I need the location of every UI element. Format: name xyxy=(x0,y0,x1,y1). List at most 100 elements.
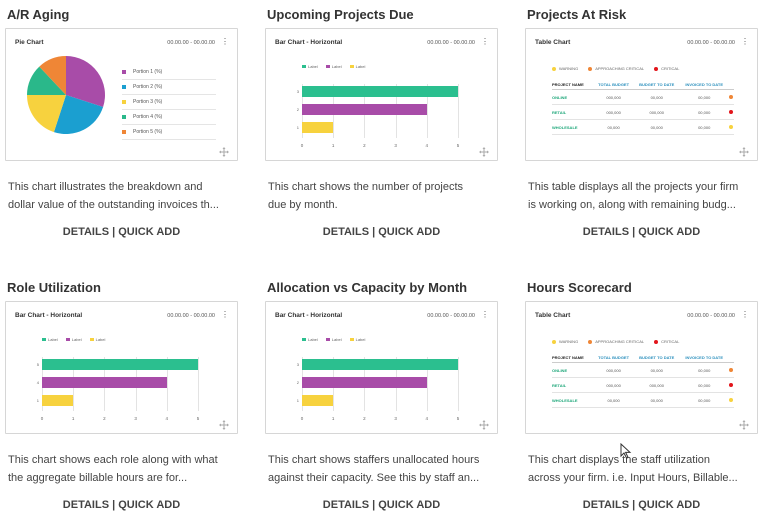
details-link[interactable]: DETAILS xyxy=(62,499,110,511)
details-link[interactable]: DETAILS xyxy=(322,226,370,238)
status-dot-icon xyxy=(729,397,734,402)
legend-label: Portion 4 (%) xyxy=(133,114,163,120)
total-budget-cell: 000,000 xyxy=(593,377,634,393)
move-icon[interactable] xyxy=(479,144,489,157)
chart-card[interactable]: Bar Chart - Horizontal 00.00.00 - 00.00.0… xyxy=(265,28,498,161)
project-name-cell: RETAIL xyxy=(552,104,594,120)
card-title: Bar Chart - Horizontal xyxy=(275,312,343,319)
gridline xyxy=(458,84,459,138)
widget-description: This table displays all the projects you… xyxy=(528,178,750,214)
move-icon[interactable] xyxy=(219,417,229,430)
move-icon[interactable] xyxy=(739,417,749,430)
mouse-cursor-icon xyxy=(620,443,632,459)
total-budget-cell: 000,000 xyxy=(593,362,634,378)
x-tick-label: 1 xyxy=(331,143,335,148)
table-header-row: PROJECT NAME TOTAL BUDGET BUDGET TO DATE IN… xyxy=(552,80,734,90)
chart-card[interactable]: Bar Chart - Horizontal 00.00.00 - 00.00.0… xyxy=(5,301,238,434)
move-icon[interactable] xyxy=(739,144,749,157)
budget-to-date-cell: 00,000 xyxy=(633,392,680,408)
details-link[interactable]: DETAILS xyxy=(582,226,630,238)
legend-swatch xyxy=(325,65,330,69)
bar xyxy=(302,359,458,370)
quick-add-link[interactable]: QUICK ADD xyxy=(118,499,181,511)
legend-swatch xyxy=(122,85,126,89)
legend-item: Label xyxy=(42,337,58,342)
chart-card[interactable]: Table Chart 00.00.00 - 00.00.00 ⋮ WARNING AP… xyxy=(525,301,758,434)
status-dot-icon xyxy=(729,367,734,372)
date-range: 00.00.00 - 00.00.00 xyxy=(687,313,735,319)
quick-add-link[interactable]: QUICK ADD xyxy=(118,226,181,238)
bar xyxy=(42,377,167,388)
table-row[interactable]: WHOLESALE 00,000 00,000 00,000 xyxy=(552,119,734,135)
description-line: This chart shows staffers unallocated ho… xyxy=(268,454,480,466)
legend-label: CRITICAL xyxy=(661,66,680,71)
bar-plot: 0 1 2 3 4 5 5 4 1 xyxy=(37,357,199,421)
details-link[interactable]: DETAILS xyxy=(582,499,630,511)
description-line: This chart shows each role along with wh… xyxy=(8,454,218,466)
move-icon[interactable] xyxy=(219,144,229,157)
status-dot-icon xyxy=(654,66,659,71)
legend-item: Label xyxy=(325,64,342,69)
description-line: is working on, along with remaining budg… xyxy=(528,199,736,211)
column-header: INVOICED TO DATE xyxy=(679,80,729,90)
widget-actions: DETAILS | QUICK ADD xyxy=(525,499,758,511)
table-row[interactable]: RETAIL 000,000 000,000 00,000 xyxy=(552,104,734,120)
legend-label: WARNING xyxy=(559,339,579,344)
table-row[interactable]: RETAIL 000,000 000,000 00,000 xyxy=(552,377,734,393)
x-tick-label: 3 xyxy=(394,416,397,421)
total-budget-cell: 000,000 xyxy=(593,89,634,105)
pie-slice xyxy=(27,66,66,95)
chart-card[interactable]: Bar Chart - Horizontal 00.00.00 - 00.00.0… xyxy=(265,301,498,434)
legend-label: Label xyxy=(331,64,342,69)
bar-plot: 0 1 2 3 4 5 3 2 1 xyxy=(297,84,459,148)
status-dot-icon xyxy=(552,339,556,344)
bar-plot: 0 1 2 3 4 5 3 2 1 xyxy=(297,357,459,421)
legend-swatch xyxy=(42,338,46,342)
legend-label: Label xyxy=(355,64,366,69)
quick-add-link[interactable]: QUICK ADD xyxy=(378,226,441,238)
legend-swatch xyxy=(122,115,126,119)
legend-label: Label xyxy=(308,337,318,342)
vertical-dots-icon[interactable]: ⋮ xyxy=(221,310,229,319)
legend-swatch xyxy=(122,100,126,104)
gridline xyxy=(198,357,199,411)
legend-swatch xyxy=(349,338,354,342)
vertical-dots-icon[interactable]: ⋮ xyxy=(741,37,749,46)
column-header: TOTAL BUDGET xyxy=(593,353,634,363)
x-tick-label: 0 xyxy=(300,416,304,421)
status-legend: WARNING APPROACHING CRITICAL CRITICAL xyxy=(552,66,689,71)
move-icon[interactable] xyxy=(479,417,489,430)
widget-actions: DETAILS | QUICK ADD xyxy=(5,226,238,238)
y-tick-label: 1 xyxy=(296,398,299,403)
vertical-dots-icon[interactable]: ⋮ xyxy=(481,310,489,319)
table-row[interactable]: ONLINE 000,000 00,000 00,000 xyxy=(552,362,734,378)
details-link[interactable]: DETAILS xyxy=(62,226,110,238)
chart-card[interactable]: Table Chart 00.00.00 - 00.00.00 ⋮ WARNING AP… xyxy=(525,28,758,161)
legend-item: Label xyxy=(302,337,318,342)
invoiced-to-date-cell: 00,000 xyxy=(679,362,729,378)
legend-label: Label xyxy=(48,337,58,342)
details-link[interactable]: DETAILS xyxy=(322,499,370,511)
description-line: This chart shows the number of projects xyxy=(268,181,464,193)
legend-row: Portion 5 (%) xyxy=(122,125,216,140)
x-tick-label: 0 xyxy=(40,416,44,421)
quick-add-link[interactable]: QUICK ADD xyxy=(638,226,701,238)
quick-add-link[interactable]: QUICK ADD xyxy=(638,499,701,511)
status-dot-icon xyxy=(729,382,734,387)
quick-add-link[interactable]: QUICK ADD xyxy=(378,499,441,511)
vertical-dots-icon[interactable]: ⋮ xyxy=(221,37,229,46)
chart-card[interactable]: Pie Chart 00.00.00 - 00.00.00 ⋮ Portion 1 (… xyxy=(5,28,238,161)
pie-chart xyxy=(27,56,105,134)
invoiced-to-date-cell: 00,000 xyxy=(679,104,729,120)
table-row[interactable]: ONLINE 000,000 00,000 00,000 xyxy=(552,89,734,105)
total-budget-cell: 00,000 xyxy=(593,392,634,408)
vertical-dots-icon[interactable]: ⋮ xyxy=(741,310,749,319)
column-header: INVOICED TO DATE xyxy=(679,353,729,363)
legend-swatch xyxy=(302,65,306,69)
pie-slice xyxy=(53,95,104,134)
widget-actions: DETAILS | QUICK ADD xyxy=(265,226,498,238)
date-range: 00.00.00 - 00.00.00 xyxy=(167,313,215,319)
x-tick-label: 4 xyxy=(165,416,169,421)
table-row[interactable]: WHOLESALE 00,000 00,000 00,000 xyxy=(552,392,734,408)
vertical-dots-icon[interactable]: ⋮ xyxy=(481,37,489,46)
